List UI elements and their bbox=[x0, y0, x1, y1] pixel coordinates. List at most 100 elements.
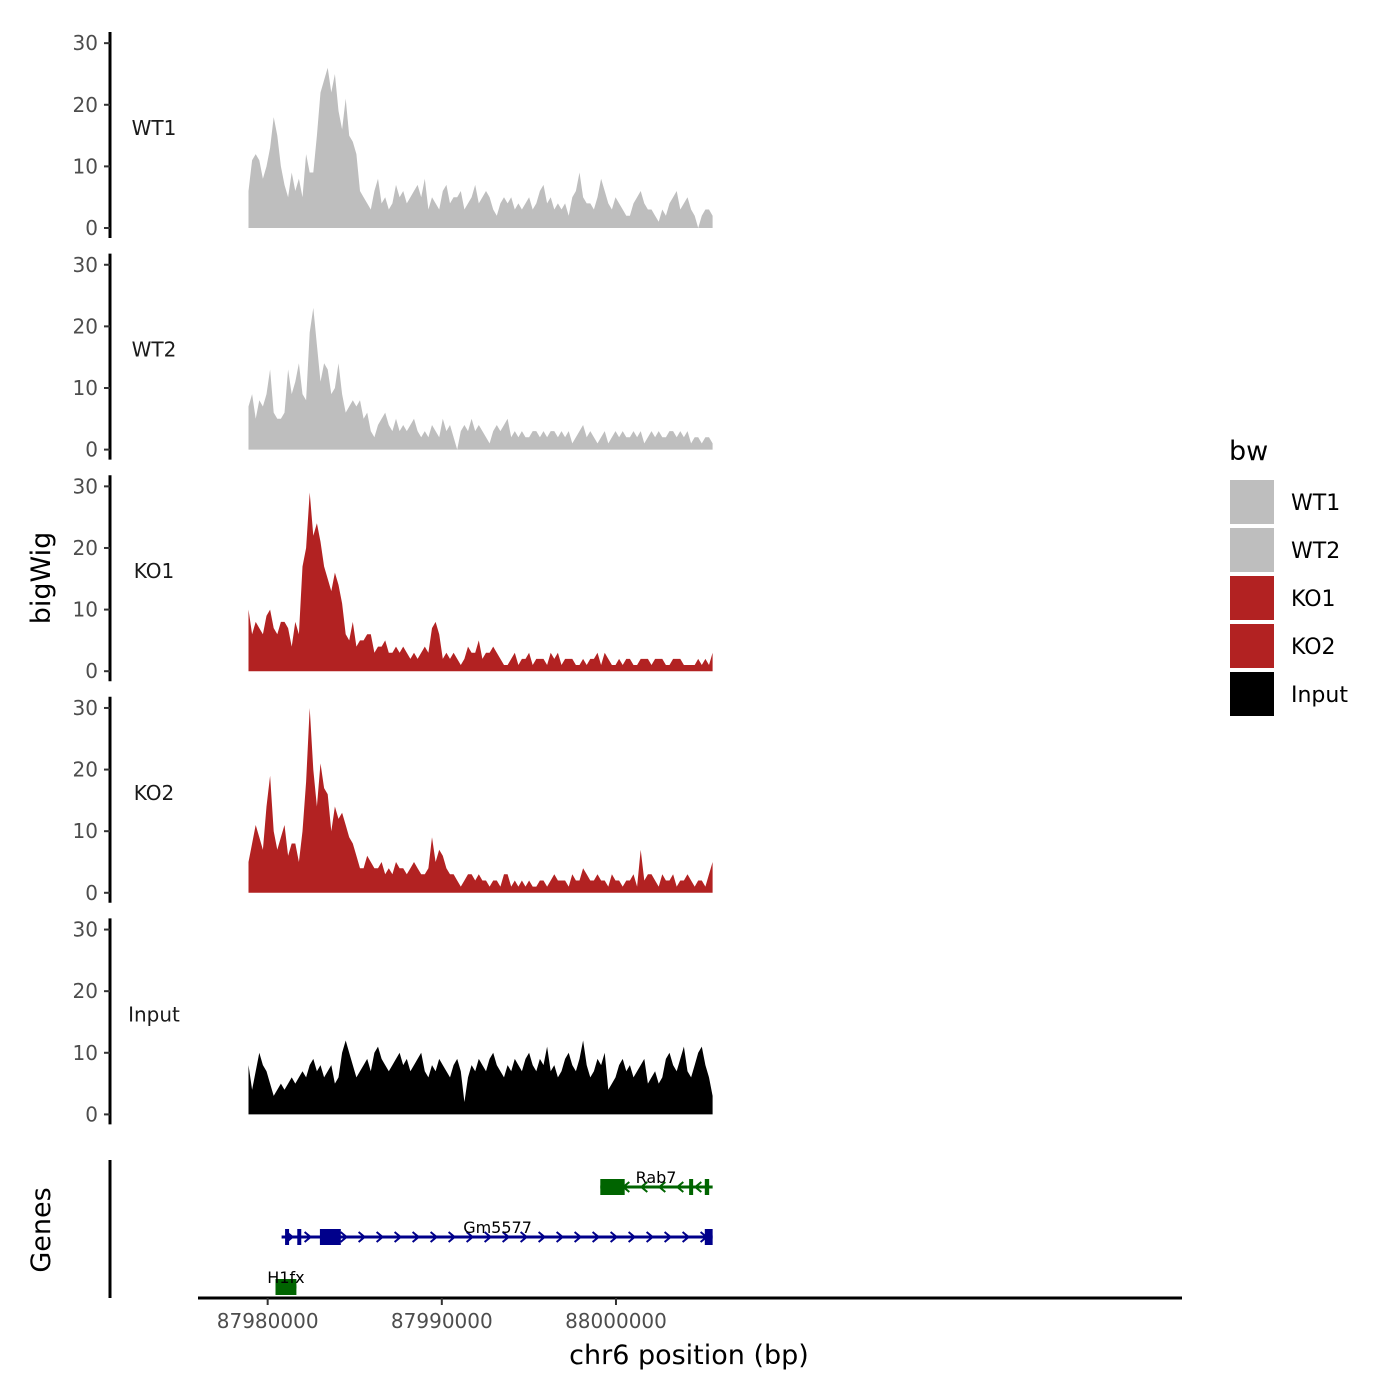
gene-rab7: Rab7 bbox=[600, 1168, 713, 1195]
gene-models: Rab7 Gm5577 H1fx bbox=[267, 1168, 713, 1295]
strand-chevron bbox=[447, 1231, 457, 1243]
y-tick-label: 0 bbox=[85, 216, 98, 240]
gene-exon bbox=[689, 1179, 694, 1195]
strand-chevron bbox=[675, 1181, 684, 1193]
gene-exon bbox=[319, 1229, 341, 1245]
y-tick-label: 30 bbox=[73, 474, 98, 498]
strand-chevron bbox=[303, 1231, 313, 1243]
y-tick-label: 10 bbox=[73, 1041, 98, 1065]
strand-chevron bbox=[339, 1231, 349, 1243]
legend-key bbox=[1230, 624, 1274, 668]
legend-key bbox=[1230, 576, 1274, 620]
y-tick-label: 20 bbox=[73, 314, 98, 338]
y-tick-label: 10 bbox=[73, 376, 98, 400]
x-tick-label: 87980000 bbox=[217, 1309, 319, 1333]
strand-chevron bbox=[357, 1231, 367, 1243]
coverage-area bbox=[248, 708, 713, 893]
gene-exon bbox=[297, 1229, 302, 1245]
track-label: Input bbox=[128, 1002, 180, 1026]
legend: bw WT1 WT2 KO1 KO2 Input bbox=[1229, 436, 1348, 716]
y-tick-label: 0 bbox=[85, 1102, 98, 1126]
strand-chevron bbox=[555, 1231, 565, 1243]
legend-entries: WT1 WT2 KO1 KO2 Input bbox=[1230, 480, 1348, 716]
legend-entry: Input bbox=[1230, 672, 1348, 716]
legend-label: KO1 bbox=[1291, 587, 1336, 612]
legend-entry: KO1 bbox=[1230, 576, 1336, 620]
coverage-area bbox=[248, 307, 713, 450]
strand-chevron bbox=[657, 1181, 666, 1193]
strand-chevron bbox=[609, 1231, 619, 1243]
gene-exon bbox=[285, 1229, 290, 1245]
gene-label: Gm5577 bbox=[463, 1218, 532, 1237]
track-wt2: 0 10 20 30 WT2 bbox=[73, 253, 713, 462]
legend-key bbox=[1230, 480, 1274, 524]
x-ticks: 87980000 87990000 88000000 bbox=[217, 1298, 667, 1333]
y-tick-label: 0 bbox=[85, 881, 98, 905]
genes-panel: Rab7 Gm5577 H1fx bbox=[108, 1160, 713, 1298]
strand-chevron bbox=[519, 1231, 529, 1243]
gene-exon bbox=[704, 1229, 713, 1245]
coverage-area bbox=[248, 1040, 713, 1115]
coverage-area bbox=[248, 67, 713, 228]
legend-title: bw bbox=[1229, 436, 1268, 467]
legend-label: WT1 bbox=[1291, 491, 1340, 516]
strand-chevron bbox=[693, 1181, 702, 1193]
strand-chevron bbox=[627, 1231, 637, 1243]
legend-label: KO2 bbox=[1291, 635, 1336, 660]
strand-chevron bbox=[393, 1231, 403, 1243]
y-tick-label: 20 bbox=[73, 536, 98, 560]
y-tick-label: 30 bbox=[73, 918, 98, 942]
y-tick-label: 10 bbox=[73, 819, 98, 843]
gene-exon bbox=[275, 1279, 297, 1295]
x-tick-label: 87990000 bbox=[391, 1309, 493, 1333]
track-label: WT1 bbox=[132, 116, 177, 140]
y-tick-label: 10 bbox=[73, 154, 98, 178]
y-tick-label: 10 bbox=[73, 598, 98, 622]
y-tick-label: 30 bbox=[73, 253, 98, 277]
coverage-area bbox=[248, 492, 713, 672]
strand-chevron bbox=[537, 1231, 547, 1243]
legend-label: WT2 bbox=[1291, 539, 1340, 564]
legend-key bbox=[1230, 672, 1274, 716]
strand-chevron bbox=[591, 1231, 601, 1243]
x-tick-label: 88000000 bbox=[565, 1309, 667, 1333]
track-input: 0 10 20 30 Input bbox=[73, 918, 713, 1126]
genes-axis-title: Genes bbox=[26, 1187, 57, 1272]
strand-chevron bbox=[573, 1231, 583, 1243]
track-label: KO1 bbox=[134, 559, 175, 583]
strand-chevron bbox=[483, 1231, 493, 1243]
y-tick-label: 0 bbox=[85, 438, 98, 462]
strand-chevron bbox=[465, 1231, 475, 1243]
strand-chevron bbox=[375, 1231, 385, 1243]
y-tick-label: 30 bbox=[73, 696, 98, 720]
gene-gm5577: Gm5577 bbox=[281, 1218, 713, 1245]
gene-h1fx: H1fx bbox=[267, 1268, 305, 1295]
track-wt1: 0 10 20 30 WT1 bbox=[73, 31, 713, 240]
y-tick-label: 0 bbox=[85, 659, 98, 683]
gene-exon bbox=[704, 1179, 710, 1195]
gene-label: Rab7 bbox=[636, 1168, 677, 1187]
y-tick-label: 20 bbox=[73, 979, 98, 1003]
gene-exon bbox=[600, 1179, 625, 1195]
y-axis-title: bigWig bbox=[26, 532, 57, 625]
x-axis: 87980000 87990000 88000000 bbox=[198, 1296, 1182, 1333]
legend-key bbox=[1230, 528, 1274, 572]
strand-chevron bbox=[645, 1231, 655, 1243]
strand-chevron bbox=[411, 1231, 421, 1243]
strand-chevron bbox=[501, 1231, 511, 1243]
strand-chevron bbox=[639, 1181, 648, 1193]
strand-chevron bbox=[663, 1231, 673, 1243]
strand-chevron bbox=[681, 1231, 691, 1243]
track-label: KO2 bbox=[134, 781, 175, 805]
track-ko2: 0 10 20 30 KO2 bbox=[73, 696, 713, 905]
legend-entry: WT2 bbox=[1230, 528, 1340, 572]
track-label: WT2 bbox=[132, 338, 177, 362]
legend-label: Input bbox=[1291, 683, 1348, 708]
y-tick-label: 20 bbox=[73, 93, 98, 117]
strand-chevron bbox=[429, 1231, 439, 1243]
track-ko1: 0 10 20 30 KO1 bbox=[73, 474, 713, 683]
y-tick-label: 20 bbox=[73, 758, 98, 782]
legend-entry: WT1 bbox=[1230, 480, 1340, 524]
gene-label: H1fx bbox=[267, 1268, 304, 1287]
